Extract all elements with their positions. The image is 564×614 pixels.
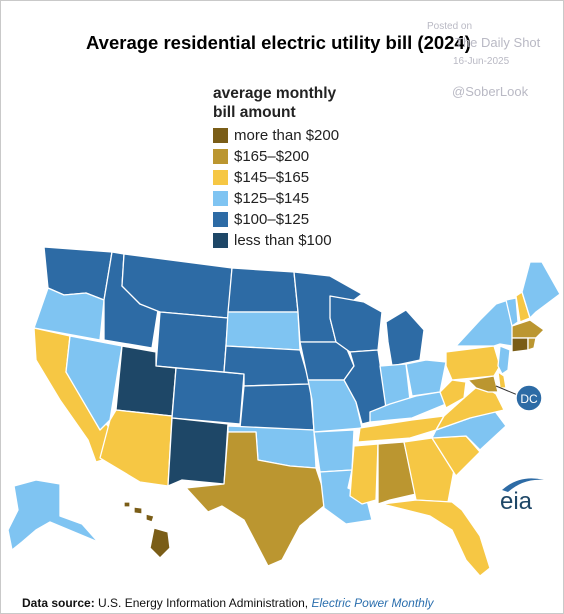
- state-NJ: [497, 345, 511, 375]
- dc-marker: [515, 384, 543, 412]
- legend-title-line1: average monthly: [213, 85, 337, 102]
- state-AL: [377, 441, 417, 505]
- state-AR: [313, 429, 355, 473]
- state-HI-4: [149, 527, 171, 559]
- state-HI-2: [133, 506, 143, 515]
- legend-item: $125–$145: [213, 188, 363, 209]
- state-HI-3: [145, 513, 155, 523]
- state-TX: [185, 431, 325, 567]
- state-MA: [511, 319, 545, 339]
- state-NM: [167, 417, 229, 487]
- state-PA: [445, 345, 501, 381]
- state-FL: [381, 499, 491, 577]
- state-ME: [521, 261, 561, 319]
- state-VT: [505, 297, 519, 327]
- legend-label: $125–$145: [234, 190, 310, 207]
- legend-swatch: [213, 233, 228, 248]
- state-WV: [439, 379, 467, 409]
- legend-item: less than $100: [213, 230, 363, 251]
- eia-logo-text: eia: [500, 488, 533, 515]
- state-HI-1: [123, 501, 131, 508]
- legend-item: $145–$165: [213, 167, 363, 188]
- legend-label: $165–$200: [234, 148, 310, 165]
- dc-label: DC: [520, 392, 538, 406]
- legend-swatch: [213, 128, 228, 143]
- state-NV: [65, 335, 123, 431]
- state-SD: [225, 311, 301, 351]
- state-KS: [239, 383, 315, 431]
- state-WY: [155, 311, 229, 373]
- watermark-source-name: The Daily Shot: [455, 35, 541, 50]
- legend-item: $100–$125: [213, 209, 363, 230]
- state-RI: [527, 337, 537, 351]
- eia-logo-swoosh: [502, 478, 544, 492]
- state-MD: [467, 375, 499, 393]
- watermark-posted-on: Posted on: [427, 21, 473, 32]
- eia-logo: eia: [500, 478, 544, 515]
- watermark-handle: @SoberLook: [452, 84, 529, 99]
- legend-swatch: [213, 149, 228, 164]
- state-MS: [349, 443, 379, 505]
- source-prefix: Data source:: [22, 596, 95, 610]
- legend-item: $165–$200: [213, 146, 363, 167]
- legend-label: less than $100: [234, 232, 332, 249]
- state-WI: [329, 295, 383, 353]
- source-publication-link[interactable]: Electric Power Monthly: [311, 596, 434, 610]
- legend-title-line2: bill amount: [213, 104, 296, 121]
- state-CO: [171, 367, 245, 425]
- state-OH: [405, 359, 447, 397]
- legend-swatch: [213, 191, 228, 206]
- state-CT: [511, 337, 529, 353]
- legend-swatch: [213, 170, 228, 185]
- source-org: U.S. Energy Information Administration,: [98, 596, 309, 610]
- state-NY: [455, 299, 515, 347]
- state-AK: [7, 479, 99, 551]
- page-title: Average residential electric utility bil…: [86, 32, 471, 53]
- watermark-date: 16-Jun-2025: [453, 56, 510, 67]
- state-MI: [385, 309, 425, 367]
- state-AZ: [99, 409, 173, 487]
- legend-label: $100–$125: [234, 211, 310, 228]
- map-legend: average monthly bill amount more than $2…: [213, 84, 363, 251]
- state-ND: [227, 267, 299, 313]
- legend-label: more than $200: [234, 127, 340, 144]
- legend-swatch: [213, 212, 228, 227]
- state-VA: [435, 383, 505, 431]
- data-source-note: Data source: U.S. Energy Information Adm…: [22, 596, 434, 610]
- legend-label: $145–$165: [234, 169, 310, 186]
- state-DE: [497, 371, 507, 389]
- legend-item: more than $200: [213, 125, 363, 146]
